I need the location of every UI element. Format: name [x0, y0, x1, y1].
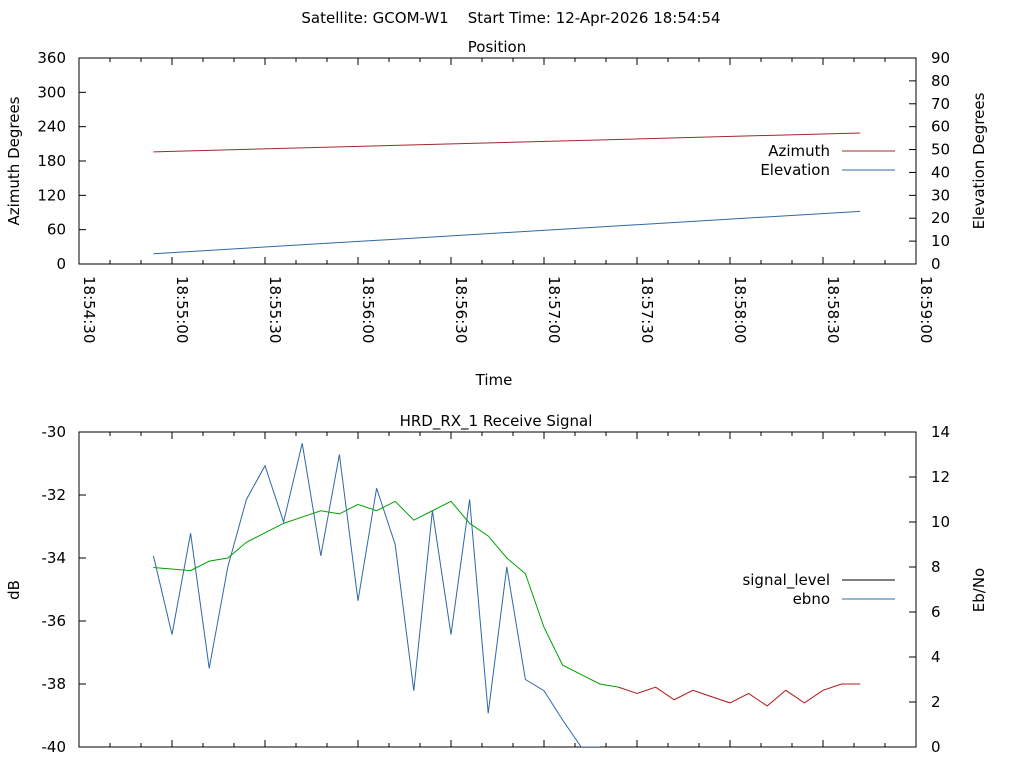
pos-ytick-label: 240	[37, 118, 66, 136]
pos-ytick-label: 60	[47, 221, 66, 239]
pos-y2tick-label: 40	[931, 163, 950, 181]
pos-xtick-label: 18:55:30	[266, 276, 284, 343]
pos-y2tick-label: 70	[931, 95, 950, 113]
signal-y2-ticks: 0 2 4 6 8 10 12 14	[909, 423, 950, 756]
pos-ytick-label: 300	[37, 83, 66, 101]
legend-ebno-label: ebno	[793, 590, 830, 608]
ebno-line	[152, 443, 600, 747]
signal-plot-frame	[78, 431, 917, 748]
signal-chart: HRD_RX_1 Receive Signal -40-38-36-34-32-…	[5, 412, 988, 756]
pos-xtick-label: 18:58:00	[731, 276, 749, 343]
sig-ytick-label: -32	[42, 486, 67, 504]
pos-xtick-label: 18:55:00	[173, 276, 191, 343]
position-x-ticks: 18:54:30 18:55:00 18:55:30 18:56:00 18:56:30…	[78, 58, 935, 343]
signal-series	[152, 443, 861, 747]
sig-y2tick-label: 12	[931, 468, 950, 486]
pos-ytick-label: 360	[37, 49, 66, 67]
sig-y2tick-label: 6	[931, 603, 941, 621]
sig-ytick-label: -34	[42, 549, 67, 567]
signal-legend: signal_level ebno	[742, 571, 895, 608]
position-y2-ticks: 0 10 20 30 40 50 60 70 80 90	[909, 49, 950, 273]
pos-xtick-label: 18:59:00	[917, 276, 935, 343]
sig-y2tick-label: 10	[931, 513, 950, 531]
pos-y2tick-label: 80	[931, 72, 950, 90]
pos-xtick-label: 18:57:00	[545, 276, 563, 343]
pos-xtick-label: 18:56:00	[359, 276, 377, 343]
pos-y2tick-label: 10	[931, 232, 950, 250]
signal-y-ticks: -40 -38 -36 -34 -32 -30	[42, 423, 86, 756]
pos-y2tick-label: 0	[931, 255, 941, 273]
pos-y2tick-label: 60	[931, 118, 950, 136]
sig-ytick-label: -36	[42, 612, 67, 630]
sig-ytick-label: -30	[42, 423, 67, 441]
legend-elevation-label: Elevation	[760, 161, 830, 179]
sig-ytick-label: -38	[42, 675, 67, 693]
sig-y2tick-label: 4	[931, 648, 941, 666]
pos-y2tick-label: 20	[931, 209, 950, 227]
sig-y2tick-label: 14	[931, 423, 950, 441]
position-series	[153, 132, 861, 255]
page-header: Satellite: GCOM-W1 Start Time: 12-Apr-20…	[301, 9, 720, 27]
pos-xtick-label: 18:58:30	[824, 276, 842, 343]
pos-y2tick-label: 30	[931, 186, 950, 204]
sig-y2tick-label: 8	[931, 558, 941, 576]
elevation-line	[153, 210, 861, 255]
pos-xtick-label: 18:54:30	[80, 276, 98, 343]
azimuth-line	[153, 132, 861, 153]
position-chart: Position 0 60 120 180 240 300 360 0 10 20 30 40 50 6…	[5, 38, 988, 389]
legend-azimuth-label: Azimuth	[768, 142, 830, 160]
position-y2label: Elevation Degrees	[970, 92, 988, 229]
position-chart-title: Position	[468, 38, 526, 56]
signal-ylabel: dB	[5, 580, 23, 600]
signal-level-line-unlocked	[618, 683, 861, 707]
signal-y2label: Eb/No	[970, 568, 988, 612]
signal-x-ticks	[78, 432, 917, 747]
signal-chart-title: HRD_RX_1 Receive Signal	[400, 412, 593, 431]
sig-y2tick-label: 0	[931, 738, 941, 756]
position-y-ticks: 0 60 120 180 240 300 360	[37, 49, 86, 273]
sig-ytick-label: -40	[42, 738, 67, 756]
pos-y2tick-label: 90	[931, 49, 950, 67]
pos-ytick-label: 120	[37, 186, 66, 204]
pos-ytick-label: 180	[37, 152, 66, 170]
pos-xtick-label: 18:57:30	[638, 276, 656, 343]
pos-ytick-label: 0	[56, 255, 66, 273]
pos-xtick-label: 18:56:30	[452, 276, 470, 343]
signal-level-line-locked	[153, 500, 619, 688]
sig-y2tick-label: 2	[931, 693, 941, 711]
position-legend: Azimuth Elevation	[760, 142, 895, 179]
position-ylabel: Azimuth Degrees	[5, 96, 23, 225]
legend-signal-level-label: signal_level	[742, 571, 830, 590]
position-xlabel: Time	[475, 371, 513, 389]
pos-y2tick-label: 50	[931, 141, 950, 159]
